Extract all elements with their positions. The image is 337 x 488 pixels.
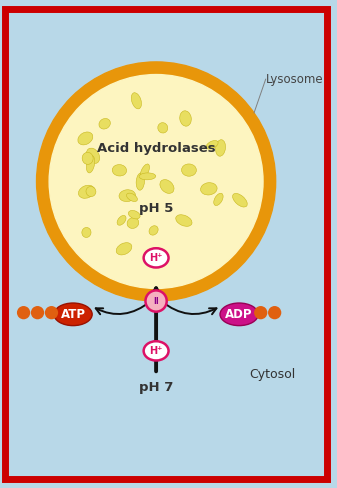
Circle shape (254, 306, 267, 319)
Circle shape (49, 75, 263, 288)
Ellipse shape (86, 156, 95, 173)
Circle shape (17, 306, 30, 319)
Ellipse shape (82, 152, 93, 164)
Ellipse shape (206, 141, 218, 149)
Ellipse shape (99, 119, 110, 129)
Ellipse shape (128, 210, 140, 219)
Ellipse shape (158, 122, 168, 133)
Ellipse shape (220, 303, 258, 325)
Text: II: II (153, 297, 159, 305)
Text: H⁺: H⁺ (149, 253, 163, 263)
Text: ATP: ATP (61, 308, 86, 321)
Ellipse shape (112, 164, 127, 176)
Ellipse shape (117, 216, 126, 225)
Text: pH 7: pH 7 (139, 381, 173, 394)
Ellipse shape (119, 190, 135, 202)
Ellipse shape (176, 215, 192, 226)
Ellipse shape (136, 173, 145, 190)
Ellipse shape (180, 111, 191, 126)
Ellipse shape (160, 180, 174, 193)
Text: pH 5: pH 5 (139, 202, 173, 215)
Ellipse shape (86, 148, 100, 163)
Text: Cytosol: Cytosol (249, 367, 296, 381)
Ellipse shape (54, 303, 92, 325)
Text: H⁺: H⁺ (149, 346, 163, 356)
Circle shape (146, 290, 167, 312)
Ellipse shape (116, 243, 132, 255)
Circle shape (268, 306, 281, 319)
Ellipse shape (139, 173, 156, 180)
Ellipse shape (144, 341, 168, 361)
Ellipse shape (78, 132, 93, 145)
Text: ADP: ADP (225, 308, 253, 321)
Circle shape (45, 306, 58, 319)
Ellipse shape (82, 227, 91, 238)
Ellipse shape (182, 164, 196, 176)
Text: Lysosome: Lysosome (266, 73, 323, 86)
Ellipse shape (201, 183, 217, 195)
Ellipse shape (149, 226, 158, 235)
Ellipse shape (214, 193, 223, 205)
Ellipse shape (79, 185, 95, 198)
Ellipse shape (127, 218, 139, 228)
Ellipse shape (144, 248, 168, 267)
Ellipse shape (140, 164, 150, 178)
Text: Acid hydrolases: Acid hydrolases (97, 142, 215, 155)
Circle shape (31, 306, 44, 319)
Ellipse shape (86, 186, 96, 197)
Circle shape (36, 62, 276, 301)
Ellipse shape (127, 193, 137, 202)
Ellipse shape (216, 140, 225, 156)
Ellipse shape (233, 193, 247, 207)
Ellipse shape (131, 93, 142, 109)
